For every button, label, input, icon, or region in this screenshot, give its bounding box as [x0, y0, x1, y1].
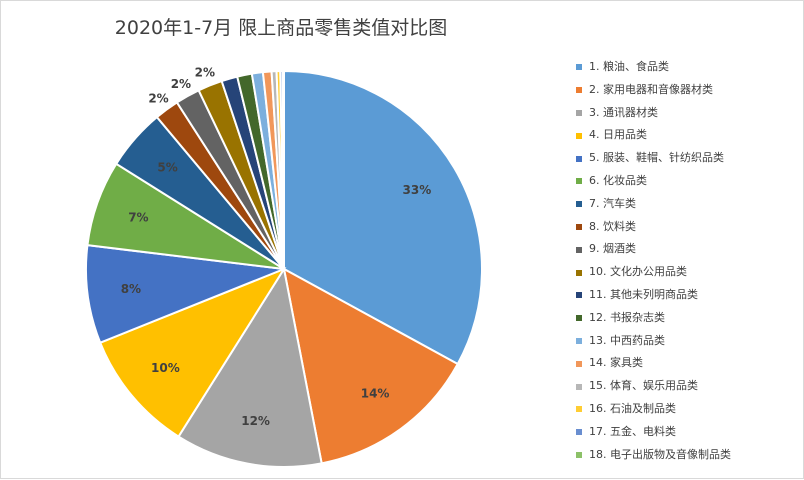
- legend-swatch: [576, 337, 582, 344]
- legend-item-10: 10. 文化办公用品类: [576, 261, 796, 284]
- pie-data-label-2: 14%: [361, 387, 390, 401]
- legend-item-18: 18. 电子出版物及音像制品类: [576, 444, 796, 467]
- pie-data-label-5: 8%: [121, 282, 141, 296]
- legend: 1. 粮油、食品类 2. 家用电器和音像器材类 3. 通讯器材类 4. 日用品类 5. …: [576, 56, 796, 466]
- pie-data-label-7: 5%: [157, 161, 177, 175]
- legend-swatch: [576, 201, 582, 208]
- legend-item-8: 8. 饮料类: [576, 216, 796, 239]
- legend-label: 5. 服装、鞋帽、针纺织品类: [589, 151, 724, 165]
- legend-label: 9. 烟酒类: [589, 242, 636, 256]
- legend-swatch: [576, 155, 582, 162]
- legend-swatch: [576, 223, 582, 230]
- legend-item-4: 4. 日用品类: [576, 124, 796, 147]
- legend-swatch: [576, 292, 582, 299]
- pie-slice-4: [98, 266, 287, 438]
- legend-label: 17. 五金、电料类: [589, 424, 676, 438]
- legend-label: 16. 石油及制品类: [589, 401, 676, 415]
- legend-label: 7. 汽车类: [589, 196, 636, 210]
- legend-item-2: 2. 家用电器和音像器材类: [576, 79, 796, 102]
- legend-item-16: 16. 石油及制品类: [576, 398, 796, 421]
- legend-swatch: [576, 87, 582, 94]
- legend-label: 18. 电子出版物及音像制品类: [589, 447, 731, 461]
- legend-swatch: [576, 315, 582, 322]
- legend-item-12: 12. 书报杂志类: [576, 307, 796, 330]
- pie-slice-3: [177, 266, 323, 468]
- legend-label: 2. 家用电器和音像器材类: [589, 82, 713, 96]
- legend-label: 4. 日用品类: [589, 128, 647, 142]
- legend-swatch: [576, 269, 582, 276]
- pie-data-label-10: 2%: [195, 66, 215, 80]
- pie-data-label-9: 2%: [171, 77, 191, 91]
- legend-swatch: [576, 383, 582, 390]
- pie-chart: 33%14%12%10%8%7%5%2%2%2%: [85, 66, 483, 468]
- legend-label: 13. 中西药品类: [589, 333, 665, 347]
- legend-swatch: [576, 406, 582, 413]
- legend-label: 11. 其他未列明商品类: [589, 287, 698, 301]
- legend-swatch: [576, 64, 582, 71]
- pie-data-label-1: 33%: [403, 183, 432, 197]
- legend-label: 6. 化妆品类: [589, 173, 647, 187]
- legend-label: 10. 文化办公用品类: [589, 265, 687, 279]
- pie-data-label-8: 2%: [148, 91, 168, 105]
- legend-item-3: 3. 通讯器材类: [576, 102, 796, 125]
- legend-item-6: 6. 化妆品类: [576, 170, 796, 193]
- pie-data-label-3: 12%: [241, 414, 270, 428]
- legend-label: 3. 通讯器材类: [589, 105, 658, 119]
- legend-swatch: [576, 178, 582, 185]
- legend-item-11: 11. 其他未列明商品类: [576, 284, 796, 307]
- legend-swatch: [576, 360, 582, 367]
- legend-item-7: 7. 汽车类: [576, 193, 796, 216]
- pie-slice-2: [282, 267, 460, 465]
- legend-label: 14. 家具类: [589, 356, 643, 370]
- legend-swatch: [576, 246, 582, 253]
- legend-swatch: [576, 429, 582, 436]
- legend-label: 15. 体育、娱乐用品类: [589, 379, 698, 393]
- pie-data-label-4: 10%: [151, 361, 180, 375]
- legend-swatch: [576, 451, 582, 458]
- legend-label: 1. 粮油、食品类: [589, 60, 669, 73]
- legend-swatch: [576, 132, 582, 139]
- legend-label: 8. 饮料类: [589, 219, 636, 233]
- legend-item-9: 9. 烟酒类: [576, 238, 796, 261]
- legend-item-17: 17. 五金、电料类: [576, 421, 796, 444]
- legend-item-13: 13. 中西药品类: [576, 330, 796, 353]
- legend-swatch: [576, 109, 582, 116]
- pie-slice-5: [85, 244, 285, 344]
- pie-data-label-6: 7%: [128, 210, 148, 224]
- legend-item-15: 15. 体育、娱乐用品类: [576, 375, 796, 398]
- chart-title: 2020年1-7月 限上商品零售类值对比图: [114, 17, 448, 39]
- legend-item-1: 1. 粮油、食品类: [576, 56, 796, 79]
- legend-item-5: 5. 服装、鞋帽、针纺织品类: [576, 147, 796, 170]
- pie-slice-18: [281, 69, 285, 270]
- pie-slice-1: [283, 69, 483, 366]
- legend-label: 12. 书报杂志类: [589, 310, 665, 324]
- legend-item-14: 14. 家具类: [576, 352, 796, 375]
